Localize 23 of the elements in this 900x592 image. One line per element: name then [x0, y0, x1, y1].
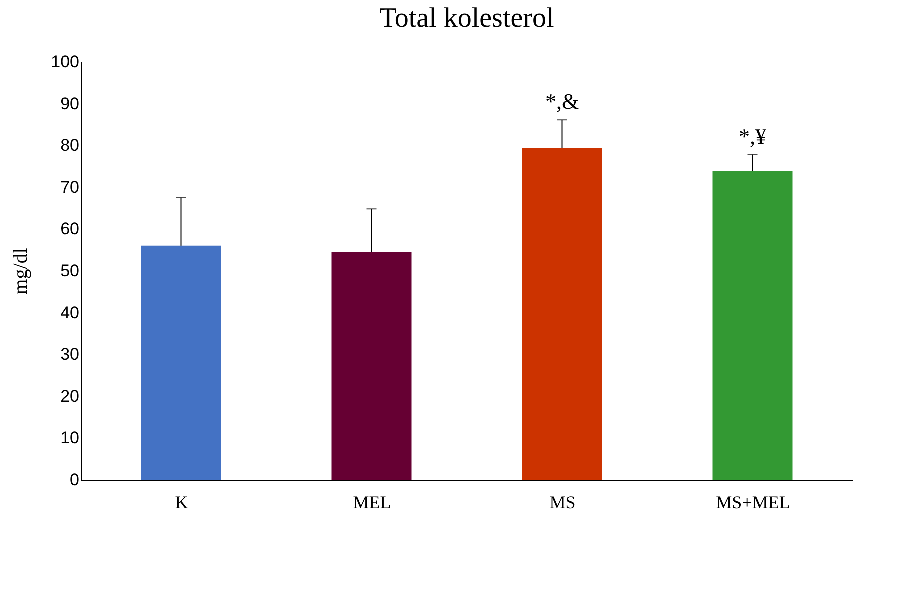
annotation: *,&	[545, 89, 580, 114]
x-tick-label: K	[175, 492, 188, 512]
bar	[141, 246, 222, 480]
y-tick-label: 40	[60, 303, 80, 322]
y-tick-label: 10	[60, 428, 80, 448]
y-tick-label: 20	[60, 386, 80, 406]
x-tick-label: MS+MEL	[716, 492, 790, 512]
bar	[332, 252, 412, 480]
y-tick-label: 50	[60, 262, 80, 280]
y-tick-label: 30	[60, 345, 80, 364]
x-tick-label: MEL	[353, 492, 392, 512]
y-tick-label: 90	[60, 94, 80, 114]
annotation: *,¥	[739, 124, 766, 149]
y-axis-title: mg/dl	[10, 248, 32, 295]
y-tick-label: 0	[70, 470, 80, 490]
y-tick-label: 100	[51, 52, 80, 72]
y-tick-label: 70	[60, 178, 80, 197]
y-tick-label: 60	[60, 220, 80, 239]
bar	[712, 171, 793, 480]
chart-title: Total kolesterol	[380, 3, 554, 34]
y-tick-label: 80	[60, 136, 80, 156]
bar	[522, 148, 602, 480]
x-tick-label: MS	[550, 492, 576, 512]
